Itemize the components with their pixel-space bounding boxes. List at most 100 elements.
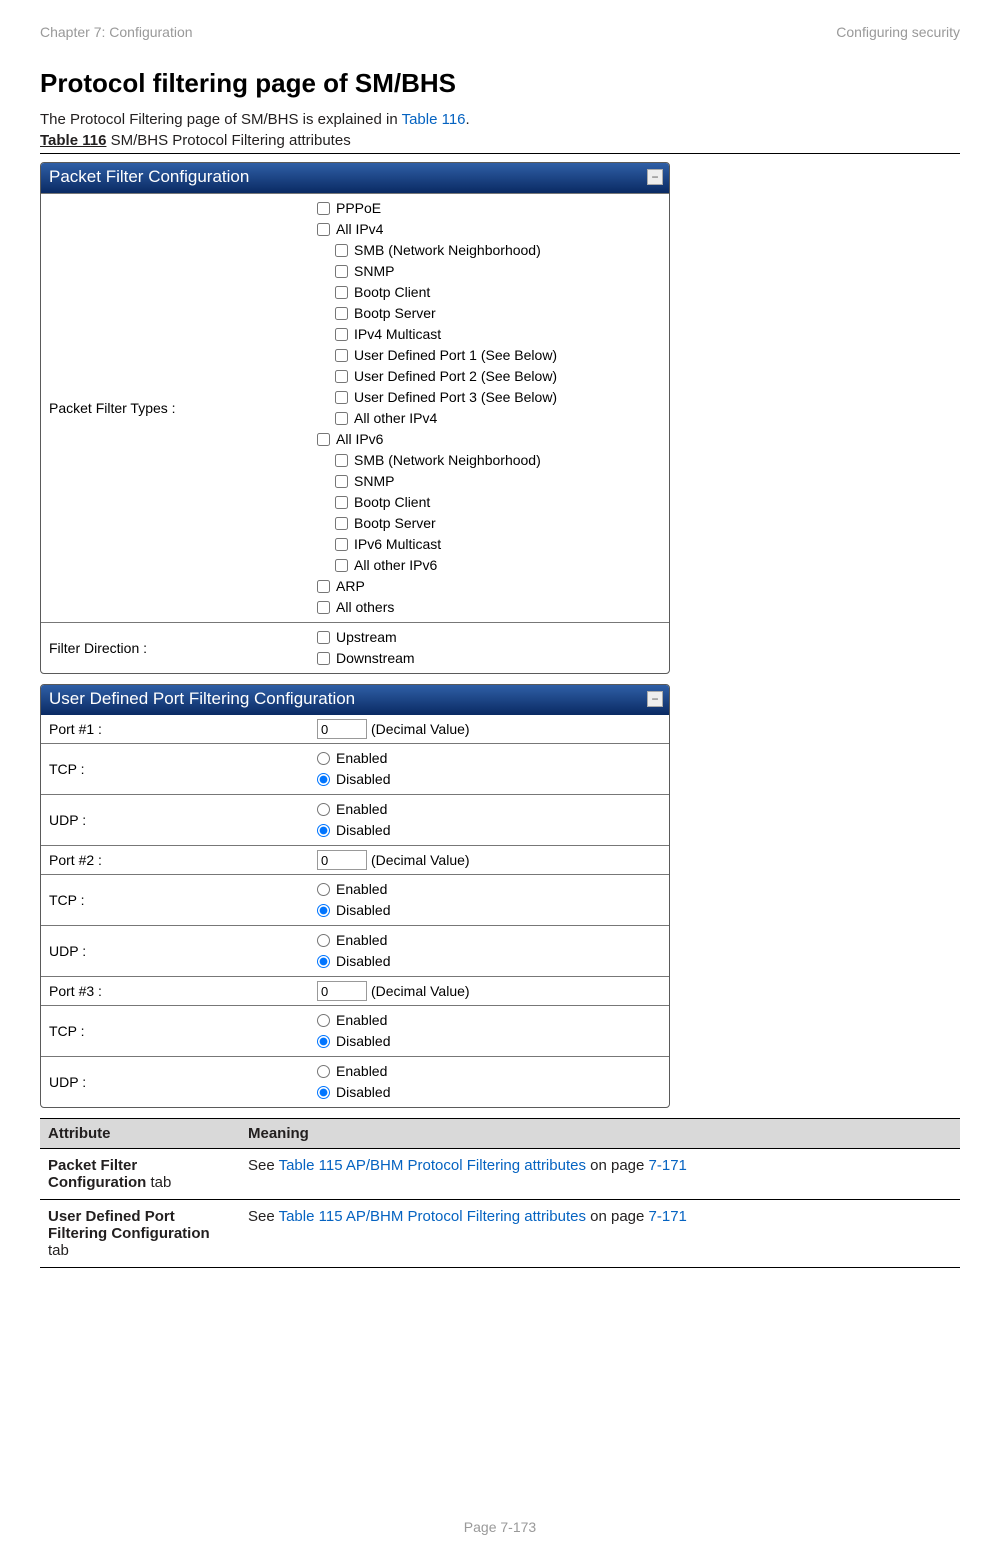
filter-checkbox[interactable] bbox=[335, 517, 348, 530]
enabled-radio[interactable] bbox=[317, 883, 330, 896]
meaning-page-link[interactable]: 7-171 bbox=[649, 1208, 687, 1225]
port-row-value: (Decimal Value) bbox=[311, 846, 669, 874]
filter-option: User Defined Port 1 (See Below) bbox=[317, 345, 663, 366]
panel-collapse-icon[interactable]: − bbox=[647, 169, 663, 185]
enabled-radio[interactable] bbox=[317, 934, 330, 947]
direction-checkbox[interactable] bbox=[317, 631, 330, 644]
filter-label: Bootp Client bbox=[354, 282, 430, 303]
filter-label: User Defined Port 2 (See Below) bbox=[354, 366, 557, 387]
radio-option: Enabled bbox=[317, 879, 663, 900]
radio-option: Disabled bbox=[317, 1031, 663, 1052]
filter-option: ARP bbox=[317, 576, 663, 597]
radio-option: Enabled bbox=[317, 930, 663, 951]
header-right: Configuring security bbox=[836, 24, 960, 40]
radio-label: Disabled bbox=[336, 1082, 390, 1103]
filter-checkbox[interactable] bbox=[317, 433, 330, 446]
filter-checkbox[interactable] bbox=[335, 454, 348, 467]
port-row-value: EnabledDisabled bbox=[311, 1006, 669, 1056]
port-row-label: TCP : bbox=[41, 1006, 311, 1056]
filter-checkbox[interactable] bbox=[335, 412, 348, 425]
filter-option: SMB (Network Neighborhood) bbox=[317, 450, 663, 471]
page-footer: Page 7-173 bbox=[0, 1519, 1000, 1535]
port-row-label: Port #1 : bbox=[41, 715, 311, 743]
filter-checkbox[interactable] bbox=[317, 223, 330, 236]
filter-checkbox[interactable] bbox=[335, 496, 348, 509]
filter-option: SNMP bbox=[317, 261, 663, 282]
disabled-radio[interactable] bbox=[317, 824, 330, 837]
port-config-row: Port #2 :(Decimal Value) bbox=[41, 845, 669, 874]
table-caption: Table 116 SM/BHS Protocol Filtering attr… bbox=[40, 132, 960, 149]
direction-checkbox[interactable] bbox=[317, 652, 330, 665]
radio-label: Disabled bbox=[336, 1031, 390, 1052]
filter-label: Bootp Client bbox=[354, 492, 430, 513]
radio-label: Disabled bbox=[336, 951, 390, 972]
port-config-row: UDP :EnabledDisabled bbox=[41, 1056, 669, 1107]
port-row-label: UDP : bbox=[41, 795, 311, 845]
filter-checkbox[interactable] bbox=[335, 475, 348, 488]
filter-option: User Defined Port 2 (See Below) bbox=[317, 366, 663, 387]
packet-filter-panel-header: Packet Filter Configuration − bbox=[41, 163, 669, 193]
port-number-input[interactable] bbox=[317, 850, 367, 870]
decimal-value-label: (Decimal Value) bbox=[371, 852, 470, 868]
filter-checkbox[interactable] bbox=[317, 580, 330, 593]
attr-meaning-cell: See Table 115 AP/BHM Protocol Filtering … bbox=[240, 1149, 960, 1200]
disabled-radio[interactable] bbox=[317, 1086, 330, 1099]
filter-label: All others bbox=[336, 597, 394, 618]
filter-checkbox[interactable] bbox=[335, 265, 348, 278]
radio-option: Disabled bbox=[317, 769, 663, 790]
filter-label: SMB (Network Neighborhood) bbox=[354, 450, 541, 471]
decimal-value-label: (Decimal Value) bbox=[371, 983, 470, 999]
meaning-mid: on page bbox=[586, 1208, 649, 1225]
filter-option: SNMP bbox=[317, 471, 663, 492]
filter-checkbox[interactable] bbox=[317, 202, 330, 215]
meaning-prefix: See bbox=[248, 1157, 279, 1174]
filter-checkbox[interactable] bbox=[317, 601, 330, 614]
attr-name-cell: Packet Filter Configuration tab bbox=[40, 1149, 240, 1200]
table-caption-rest: SM/BHS Protocol Filtering attributes bbox=[106, 132, 350, 149]
filter-checkbox[interactable] bbox=[335, 391, 348, 404]
port-config-row: TCP :EnabledDisabled bbox=[41, 743, 669, 794]
port-number-input[interactable] bbox=[317, 719, 367, 739]
filter-checkbox[interactable] bbox=[335, 307, 348, 320]
disabled-radio[interactable] bbox=[317, 773, 330, 786]
filter-label: All IPv6 bbox=[336, 429, 383, 450]
enabled-radio[interactable] bbox=[317, 1065, 330, 1078]
radio-label: Enabled bbox=[336, 879, 387, 900]
radio-option: Disabled bbox=[317, 820, 663, 841]
filter-option: All others bbox=[317, 597, 663, 618]
port-config-row: UDP :EnabledDisabled bbox=[41, 925, 669, 976]
port-number-input[interactable] bbox=[317, 981, 367, 1001]
port-row-label: TCP : bbox=[41, 875, 311, 925]
attr-col-attribute: Attribute bbox=[40, 1119, 240, 1149]
attr-name-cell: User Defined Port Filtering Configuratio… bbox=[40, 1200, 240, 1268]
port-row-value: EnabledDisabled bbox=[311, 744, 669, 794]
disabled-radio[interactable] bbox=[317, 904, 330, 917]
radio-label: Enabled bbox=[336, 799, 387, 820]
panel-collapse-icon[interactable]: − bbox=[647, 691, 663, 707]
filter-checkbox[interactable] bbox=[335, 349, 348, 362]
filter-checkbox[interactable] bbox=[335, 370, 348, 383]
radio-label: Enabled bbox=[336, 748, 387, 769]
intro-link[interactable]: Table 116 bbox=[402, 111, 466, 128]
enabled-radio[interactable] bbox=[317, 803, 330, 816]
filter-checkbox[interactable] bbox=[335, 286, 348, 299]
filter-checkbox[interactable] bbox=[335, 538, 348, 551]
attr-name-rest: tab bbox=[146, 1174, 171, 1191]
port-row-value: EnabledDisabled bbox=[311, 1057, 669, 1107]
enabled-radio[interactable] bbox=[317, 1014, 330, 1027]
meaning-link[interactable]: Table 115 AP/BHM Protocol Filtering attr… bbox=[279, 1208, 586, 1225]
filter-label: User Defined Port 1 (See Below) bbox=[354, 345, 557, 366]
meaning-link[interactable]: Table 115 AP/BHM Protocol Filtering attr… bbox=[279, 1157, 586, 1174]
user-defined-port-panel: User Defined Port Filtering Configuratio… bbox=[40, 684, 670, 1108]
filter-checkbox[interactable] bbox=[335, 244, 348, 257]
disabled-radio[interactable] bbox=[317, 1035, 330, 1048]
port-config-row: Port #3 :(Decimal Value) bbox=[41, 976, 669, 1005]
filter-label: PPPoE bbox=[336, 198, 381, 219]
enabled-radio[interactable] bbox=[317, 752, 330, 765]
table-caption-bold: Table 116 bbox=[40, 132, 106, 149]
meaning-page-link[interactable]: 7-171 bbox=[649, 1157, 687, 1174]
filter-checkbox[interactable] bbox=[335, 559, 348, 572]
disabled-radio[interactable] bbox=[317, 955, 330, 968]
header-left: Chapter 7: Configuration bbox=[40, 24, 193, 40]
filter-checkbox[interactable] bbox=[335, 328, 348, 341]
